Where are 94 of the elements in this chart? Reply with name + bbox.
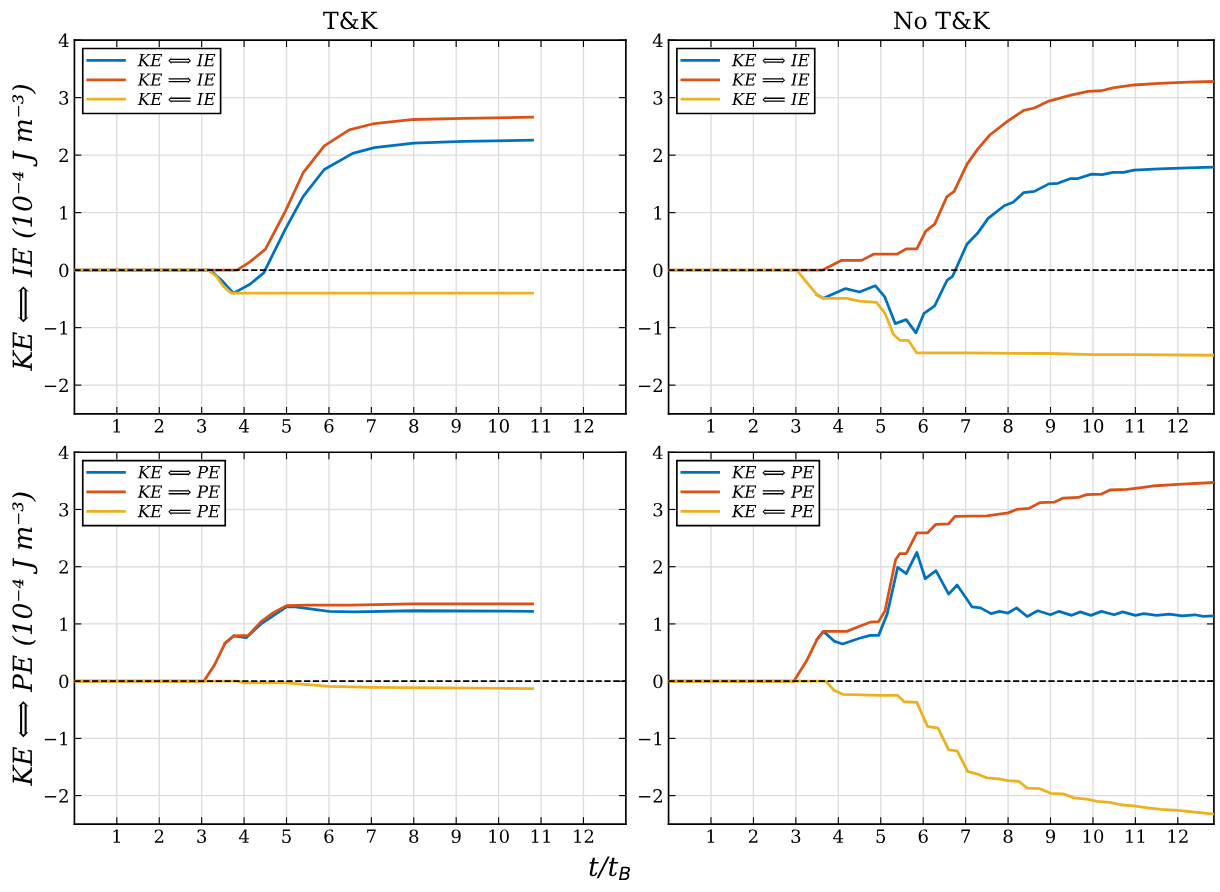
x-tick-label: 2: [154, 829, 164, 843]
x-tick-label: 9: [1045, 419, 1056, 433]
x-tick-label: 10: [1083, 419, 1104, 433]
x-tick-label: 3: [197, 419, 207, 433]
x-tick-label: 1: [113, 829, 121, 843]
x-tick-label: 5: [282, 419, 291, 433]
x-tick-label: 5: [876, 419, 886, 433]
y-tick-label: 0: [59, 263, 69, 278]
y-tick-label: 1: [654, 617, 662, 631]
x-axis-title: t/t$_{B}$: [589, 856, 630, 881]
x-tick-label: 2: [154, 419, 164, 433]
chart-title: No T&K: [893, 11, 990, 30]
x-tick-label: 2: [748, 829, 758, 843]
y-tick-label: −2: [44, 378, 68, 392]
x-tick-label: 10: [1083, 829, 1104, 844]
x-tick-label: 6: [324, 419, 334, 433]
x-tick-label: 2: [748, 419, 758, 433]
y-tick-label: −2: [638, 789, 662, 803]
legend-label: KE ⟺ IE: [731, 53, 810, 67]
x-tick-label: 12: [1168, 829, 1188, 843]
y-tick-label: 3: [653, 91, 663, 105]
y-tick-label: 1: [60, 617, 67, 631]
x-tick-label: 3: [197, 829, 207, 844]
legend-label: KE ⟺ PE: [731, 466, 815, 479]
x-tick-label: 4: [833, 829, 844, 843]
chart-title: T&K: [323, 11, 378, 30]
y-tick-label: 3: [59, 502, 69, 517]
y-tick-label: −1: [44, 731, 67, 746]
x-tick-label: 7: [367, 419, 376, 433]
y-tick-label: 4: [652, 33, 663, 47]
legend-label: KE ⟹ PE: [137, 485, 220, 498]
y-tick-label: −1: [44, 321, 67, 335]
y-tick-label: −2: [638, 378, 662, 392]
y-tick-label: 4: [652, 445, 663, 460]
x-tick-label: 8: [409, 829, 419, 844]
y-tick-label: 0: [653, 674, 663, 689]
x-tick-label: 4: [833, 419, 844, 433]
y-tick-label: 4: [58, 33, 69, 47]
legend-label: KE ⟸ PE: [137, 505, 220, 518]
legend-label: KE ⟹ IE: [137, 73, 216, 86]
line-series: [815, 165, 1214, 335]
y-tick-label: 3: [59, 91, 69, 105]
x-tick-label: 5: [282, 829, 291, 844]
legend-label: KE ⟸ PE: [731, 505, 815, 518]
x-tick-label: 9: [451, 419, 461, 433]
x-tick-label: 9: [1045, 829, 1056, 844]
y-tick-label: 2: [59, 148, 68, 162]
x-tick-label: 6: [918, 419, 928, 433]
x-tick-label: 8: [1003, 419, 1013, 433]
x-tick-label: 5: [876, 829, 886, 844]
x-tick-label: 3: [791, 829, 801, 844]
x-tick-label: 11: [531, 419, 550, 433]
y-tick-label: −1: [638, 321, 662, 335]
x-tick-label: 4: [238, 419, 249, 433]
x-tick-label: 11: [1126, 419, 1145, 433]
x-tick-label: 12: [574, 829, 594, 843]
x-tick-label: 10: [489, 829, 509, 844]
x-tick-label: 12: [1168, 419, 1188, 433]
x-tick-label: 1: [113, 419, 121, 433]
x-tick-label: 3: [791, 419, 801, 433]
y-tick-label: 2: [59, 560, 68, 574]
y-tick-label: 0: [653, 263, 663, 278]
y-tick-label: 4: [58, 445, 69, 460]
y-tick-label: 0: [59, 674, 69, 689]
x-tick-label: 6: [918, 829, 928, 844]
x-tick-label: 7: [961, 829, 971, 843]
legend-label: KE ⟺ PE: [137, 466, 220, 479]
y-tick-label: −2: [44, 789, 68, 803]
y-tick-label: 2: [653, 148, 662, 162]
x-tick-label: 8: [1003, 829, 1013, 844]
legend-label: KE ⟹ PE: [731, 485, 815, 498]
legend-label: KE ⟸ IE: [731, 92, 810, 106]
x-tick-label: 1: [707, 419, 715, 433]
x-tick-label: 9: [451, 829, 461, 844]
x-tick-label: 11: [1126, 829, 1145, 843]
x-tick-label: 11: [531, 829, 550, 843]
y-tick-label: 3: [653, 502, 663, 517]
y-axis-title: KE ⟺ IE (10⁻⁴ J m⁻³): [11, 85, 38, 372]
x-tick-label: 10: [489, 419, 509, 433]
legend-label: KE ⟹ IE: [731, 73, 810, 86]
legend-label: KE ⟸ IE: [137, 92, 216, 106]
x-tick-label: 4: [238, 829, 249, 843]
x-tick-label: 7: [367, 829, 376, 843]
x-tick-label: 7: [961, 419, 971, 433]
y-tick-label: 1: [654, 206, 662, 220]
x-tick-label: 12: [574, 419, 594, 433]
x-tick-label: 6: [324, 829, 334, 844]
x-tick-label: 1: [707, 829, 715, 843]
x-tick-label: 8: [409, 419, 419, 433]
y-tick-label: 1: [60, 206, 67, 220]
y-tick-label: 2: [653, 560, 662, 574]
y-tick-label: −1: [638, 731, 662, 746]
y-axis-title: KE ⟺ PE (10⁻⁴ J m⁻³): [11, 492, 38, 786]
legend-label: KE ⟺ IE: [137, 53, 216, 67]
